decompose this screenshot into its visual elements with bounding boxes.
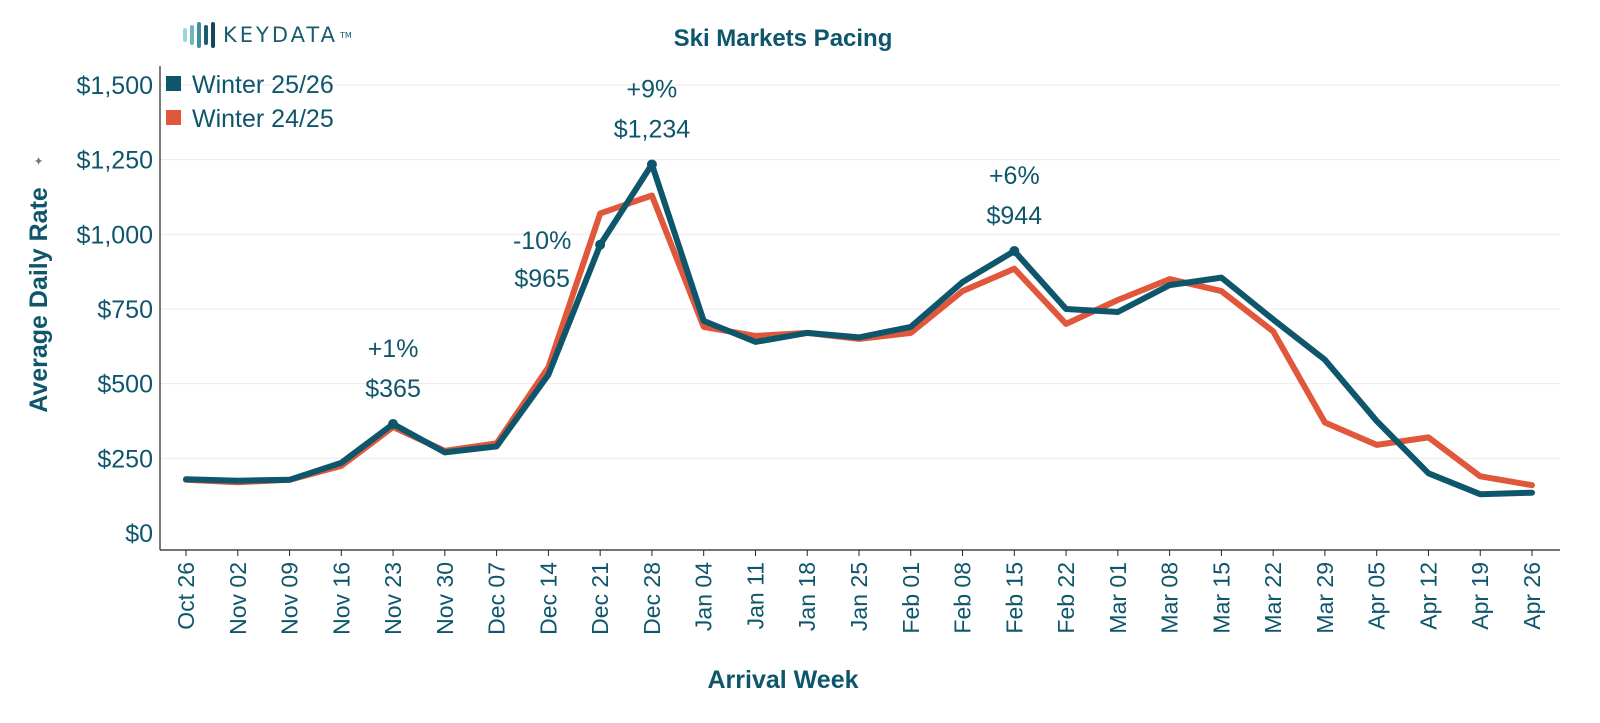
x-tick-label: Apr 26 (1519, 562, 1545, 630)
data-point-marker (388, 418, 399, 429)
x-tick-label: Dec 21 (587, 562, 613, 635)
legend-label: Winter 25/26 (192, 71, 334, 99)
x-tick-label: Feb 08 (950, 562, 976, 634)
x-tick-label: Dec 07 (484, 562, 510, 635)
x-tick-label: Nov 23 (380, 562, 406, 635)
x-tick-label: Mar 22 (1260, 562, 1286, 634)
keydata-logo: KEYDATA TM (183, 22, 352, 48)
legend-swatch (166, 76, 181, 91)
x-tick-label: Jan 11 (742, 562, 768, 629)
data-label-change: +1% (368, 335, 419, 363)
data-label-change: -10% (513, 227, 571, 255)
x-tick-label: Mar 08 (1157, 562, 1183, 634)
y-axis-title: Average Daily Rate (25, 187, 53, 413)
legend-label: Winter 24/25 (192, 105, 334, 133)
x-tick-label: Dec 14 (535, 562, 561, 635)
y-tick-label: $1,000 (77, 221, 153, 249)
x-tick-label: Mar 29 (1312, 562, 1338, 634)
data-point-marker (1009, 246, 1020, 257)
x-tick-label: Jan 25 (846, 562, 872, 631)
x-tick-label: Apr 12 (1415, 562, 1441, 630)
x-tick-label: Nov 02 (225, 562, 251, 635)
x-axis-title: Arrival Week (707, 666, 858, 694)
y-tick-label: $1,500 (77, 72, 153, 100)
x-tick-label: Apr 19 (1467, 562, 1493, 630)
y-tick-label: $500 (97, 371, 153, 399)
chart-title: Ski Markets Pacing (674, 25, 893, 52)
logo-trademark: TM (339, 30, 352, 40)
x-tick-label: Jan 18 (794, 562, 820, 631)
data-label-change: +6% (989, 162, 1040, 190)
x-tick-label: Feb 01 (898, 562, 924, 634)
y-tick-label: $750 (97, 296, 153, 324)
data-label-change: +9% (627, 75, 678, 103)
data-label-value: $1,234 (614, 115, 691, 143)
data-point-marker (646, 159, 657, 170)
y-tick-label: $0 (125, 520, 153, 548)
x-tick-label: Nov 16 (328, 562, 354, 635)
data-label-value: $944 (986, 202, 1042, 230)
data-point-marker (595, 239, 606, 250)
x-tick-label: Feb 15 (1001, 562, 1027, 634)
y-tick-label: $1,250 (77, 147, 153, 175)
legend-swatch (166, 110, 181, 125)
series-line-winter-25-26 (183, 161, 1535, 498)
x-tick-label: Feb 22 (1053, 562, 1079, 634)
data-label-value: $965 (514, 265, 570, 293)
data-label-value: $365 (365, 375, 421, 403)
x-tick-label: Mar 15 (1208, 562, 1234, 634)
logo-text: KEYDATA (223, 23, 338, 47)
x-tick-label: Mar 01 (1105, 562, 1131, 634)
y-axis-pin-icon: ✦ (32, 156, 46, 166)
x-tick-label: Apr 05 (1364, 562, 1390, 630)
x-tick-label: Jan 04 (691, 562, 717, 631)
x-tick-label: Nov 30 (432, 562, 458, 635)
x-tick-label: Oct 26 (173, 562, 199, 630)
y-tick-label: $250 (97, 445, 153, 473)
logo-bars-icon (183, 22, 215, 48)
x-tick-label: Dec 28 (639, 562, 665, 635)
x-tick-label: Nov 09 (277, 562, 303, 635)
